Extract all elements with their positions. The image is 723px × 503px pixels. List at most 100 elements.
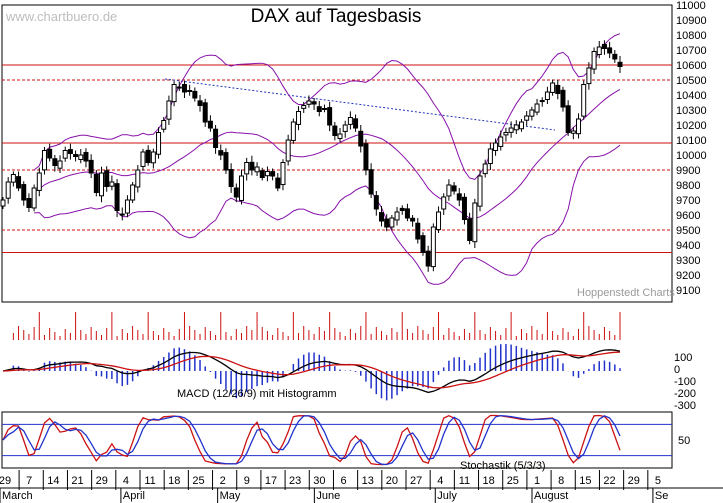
- watermark: www.chartbuero.de: [6, 9, 118, 24]
- candle-body: [482, 163, 488, 175]
- month-label: August: [534, 490, 568, 502]
- price-tick-label: 9500: [676, 225, 700, 237]
- candle-body: [461, 196, 467, 221]
- day-tick-label: 6: [340, 475, 346, 487]
- candle-body: [513, 124, 519, 131]
- candle-body: [518, 121, 524, 130]
- candle-body: [591, 51, 597, 70]
- candle-body: [83, 151, 89, 162]
- month-label: May: [220, 490, 241, 502]
- candle-body: [290, 121, 296, 141]
- candle-body: [384, 218, 390, 228]
- candle-body: [171, 84, 177, 103]
- candle-body: [358, 130, 364, 147]
- candle-body: [166, 100, 172, 120]
- candle-body: [539, 100, 545, 103]
- candle-body: [0, 199, 6, 207]
- candle-body: [140, 151, 146, 167]
- candle-body: [332, 125, 338, 137]
- candle-body: [306, 100, 312, 105]
- credit-label: Hoppenstedt Charts: [577, 287, 675, 299]
- price-tick-label: 10900: [676, 15, 707, 27]
- candle-body: [415, 222, 421, 240]
- candle-body: [31, 187, 37, 209]
- candle-body: [259, 170, 265, 178]
- candle-body: [467, 218, 473, 241]
- macd-label: MACD (12/26/9) mit Histogramm: [177, 388, 337, 400]
- day-tick-label: 18: [168, 475, 180, 487]
- candle-body: [187, 90, 193, 92]
- price-tick-label: 10400: [676, 90, 707, 102]
- candle-body: [487, 148, 493, 165]
- day-tick-label: 20: [386, 475, 398, 487]
- candle-body: [254, 166, 260, 173]
- chart-title: DAX auf Tagesbasis: [250, 6, 422, 27]
- price-tick-label: 9300: [676, 255, 700, 267]
- price-tick-label: 10300: [676, 105, 707, 117]
- day-tick-label: 29: [628, 475, 640, 487]
- candle-body: [321, 108, 327, 110]
- day-tick-label: 11: [144, 475, 155, 487]
- macd-tick-label: 100: [674, 352, 692, 364]
- candle-body: [347, 117, 353, 125]
- day-tick-label: 4: [123, 475, 129, 487]
- candle-body: [130, 184, 136, 201]
- price-tick-label: 10000: [676, 150, 707, 162]
- candle-body: [612, 53, 618, 60]
- price-panel: [0, 4, 673, 303]
- candle-body: [560, 89, 566, 108]
- day-tick-label: 29: [0, 475, 11, 487]
- candle-body: [508, 127, 514, 133]
- price-tick-label: 10100: [676, 135, 707, 147]
- candle-body: [529, 109, 535, 117]
- trend-line: [164, 78, 556, 131]
- macd-tick-label: -100: [674, 376, 696, 388]
- day-tick-label: 5: [655, 475, 661, 487]
- candle-body: [430, 226, 436, 268]
- candle-body: [368, 169, 374, 195]
- day-tick-label: 30: [313, 475, 325, 487]
- candle-body: [161, 120, 167, 130]
- candle-body: [327, 107, 333, 126]
- candle-body: [223, 152, 229, 171]
- price-tick-label: 9100: [676, 285, 700, 297]
- candle-body: [228, 169, 234, 188]
- candle-body: [617, 61, 623, 67]
- candle-body: [477, 175, 483, 207]
- candle-body: [353, 118, 359, 129]
- candle-body: [581, 84, 587, 117]
- day-tick-label: 27: [410, 475, 422, 487]
- candle-body: [41, 150, 47, 171]
- candle-body: [73, 154, 79, 158]
- candle-body: [285, 139, 291, 162]
- candle-body: [373, 195, 379, 210]
- candle-body: [555, 84, 561, 95]
- macd-tick-label: -200: [674, 388, 696, 400]
- stochastic-frame: [1, 411, 673, 469]
- candle-body: [280, 162, 286, 186]
- candle-body: [114, 183, 120, 211]
- candle-body: [62, 150, 68, 159]
- day-tick-label: 23: [289, 475, 301, 487]
- candle-body: [21, 184, 27, 201]
- month-label: March: [2, 490, 33, 502]
- candle-body: [493, 142, 499, 151]
- day-tick-label: 9: [244, 475, 250, 487]
- price-tick-label: 10500: [676, 75, 707, 87]
- month-label: July: [437, 490, 457, 502]
- candle-body: [270, 171, 276, 177]
- candle-body: [570, 130, 576, 134]
- candle-body: [456, 193, 462, 201]
- price-tick-label: 9200: [676, 270, 700, 282]
- candle-body: [119, 213, 125, 216]
- month-label: Se: [655, 490, 668, 502]
- candle-body: [16, 176, 22, 189]
- candle-body: [524, 115, 530, 121]
- candle-body: [150, 151, 156, 164]
- candle-body: [57, 160, 63, 169]
- day-tick-label: 17: [265, 475, 277, 487]
- stochastic-d-line: [2, 414, 621, 466]
- candle-body: [472, 202, 478, 243]
- stochastic-panel: [1, 411, 673, 469]
- price-tick-label: 9600: [676, 210, 700, 222]
